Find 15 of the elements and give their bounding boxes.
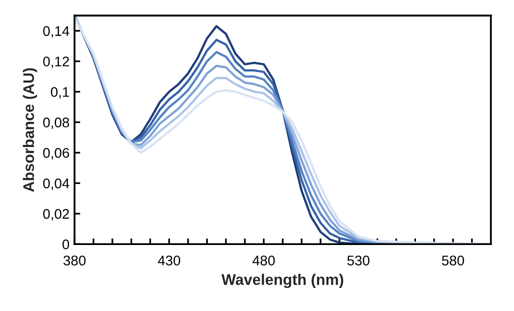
y-tick-label: 0,04 — [43, 178, 70, 190]
y-tick-label: 0 — [62, 239, 70, 250]
y-axis-title: Absorbance (AU) — [22, 68, 38, 192]
y-tick-label: 0,08 — [43, 118, 70, 130]
y-tick-label: 0,06 — [43, 148, 70, 160]
y-tick-label: 0,1 — [50, 87, 69, 99]
x-tick-label: 430 — [158, 256, 180, 266]
y-tick-label: 0,02 — [43, 208, 69, 220]
x-tick-label: 580 — [442, 256, 464, 266]
x-tick-label: 380 — [63, 256, 86, 266]
x-tick-label: 530 — [347, 256, 370, 266]
x-axis-title: Wavelength (nm) — [221, 274, 344, 288]
y-tick-label: 0,14 — [43, 26, 70, 38]
y-tick-label: 0,12 — [43, 56, 69, 68]
x-tick-label: 480 — [252, 256, 275, 266]
